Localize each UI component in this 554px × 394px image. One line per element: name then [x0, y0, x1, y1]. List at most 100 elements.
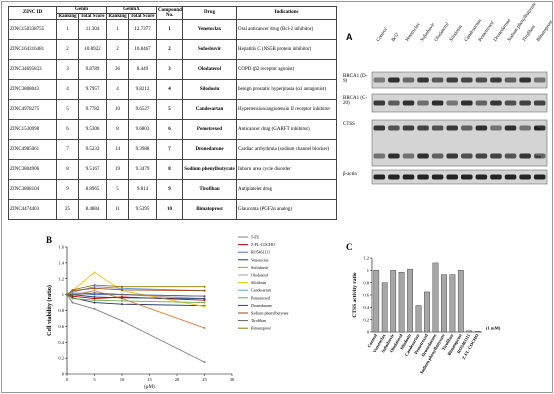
blot-band	[519, 153, 531, 159]
table-cell: 4	[106, 79, 129, 100]
table-cell: 8	[156, 159, 184, 180]
blot-strip	[371, 169, 548, 185]
table-cell: Hypertension/angiotensin II receptor inh…	[236, 99, 338, 120]
panel-label: A	[346, 32, 353, 42]
blot-band	[431, 77, 444, 83]
blot-strip	[371, 71, 548, 89]
table-cell: 9.814	[127, 179, 158, 200]
table-cell: 9.7782	[78, 99, 107, 120]
y-tick-label: 0.8	[363, 280, 369, 285]
table-cell: benign prostatic hyperplasia (α1 antagon…	[236, 79, 338, 100]
blot-band	[504, 153, 517, 159]
blot-band	[417, 174, 429, 180]
blot-band	[490, 153, 502, 159]
table-cell: 3	[156, 59, 184, 80]
point	[71, 291, 74, 294]
table-cell: 1	[56, 19, 79, 40]
y-tick-label: 0.2	[58, 356, 64, 361]
table-cell: 6	[56, 119, 79, 140]
legend-label: Pemetrexed	[251, 295, 270, 300]
blot-band	[490, 77, 502, 83]
table-row: ZINC4985061 7 9.5233 14 9.3988 7 Dronedarone Ca…	[8, 139, 338, 160]
table-cell: 11	[106, 199, 129, 220]
blot-band	[533, 77, 546, 83]
point	[203, 285, 206, 288]
y-tick-label: 1.2	[363, 256, 369, 261]
point	[71, 301, 74, 304]
table-cell: 4	[56, 79, 79, 100]
table-cell: ZINC3808043	[8, 79, 57, 100]
x-tick-label: 30	[230, 377, 235, 382]
blot-band	[519, 100, 531, 106]
legend-label: Silodosin	[251, 280, 266, 285]
table-cell: 8.8965	[78, 179, 107, 200]
point	[203, 361, 206, 364]
y-tick-label: 0.6	[58, 324, 64, 329]
blot-band	[402, 100, 415, 106]
y-tick-label: 1	[367, 268, 369, 273]
table-cell: 1	[106, 19, 129, 40]
point	[121, 296, 123, 299]
legend-label: 5-FU	[251, 235, 260, 240]
table-cell: 9.7957	[78, 79, 107, 100]
blot-band	[373, 77, 386, 83]
table-cell: COPD (β2 receptor agonist)	[236, 59, 338, 80]
blot-band	[388, 77, 400, 83]
blot-band	[504, 125, 517, 131]
table-cell: Sodium phenylbutyrate	[182, 159, 238, 180]
blot-band	[475, 100, 488, 106]
table-row: ZINC3804906 8 9.5167 19 9.3479 8 Sodium phenyl…	[8, 159, 338, 180]
blot-band	[461, 174, 473, 180]
blot-band	[475, 125, 488, 131]
blot-band	[388, 153, 400, 159]
point	[71, 288, 74, 291]
table-cell: 9	[56, 179, 79, 200]
table-cell: ZINC3804906	[8, 159, 57, 180]
y-tick-label: 1.4	[58, 260, 64, 265]
table-cell: Glaucoma (PGF2α analog)	[236, 199, 338, 220]
blot-band	[431, 153, 444, 159]
blot-band	[504, 77, 517, 83]
point	[121, 299, 123, 302]
table-cell: Cardiac arrhythmia (sodium channel block…	[236, 139, 338, 160]
subheader-cell: Ranking	[56, 12, 79, 20]
table-cell: Dronedarone	[182, 139, 238, 160]
blot-band	[431, 125, 444, 131]
blot-strip	[371, 119, 548, 167]
point	[203, 326, 206, 329]
table-cell: ZINC164316481	[8, 39, 57, 60]
table-cell: Antiplatelet drug	[236, 179, 338, 200]
row-label: β-actin	[343, 172, 357, 177]
row-label: CTSS	[343, 122, 355, 127]
blot-band	[533, 100, 546, 106]
table-cell: 2	[106, 39, 129, 60]
x-tick-label: 0	[66, 377, 69, 382]
table-cell: 25	[56, 199, 79, 220]
blot-band	[373, 125, 386, 131]
y-tick-label: 0.4	[58, 340, 64, 345]
y-tick-label: 1	[62, 292, 64, 297]
table-cell: 4	[156, 79, 184, 100]
point	[93, 296, 96, 299]
table-cell: 14	[106, 139, 129, 160]
point	[121, 287, 123, 290]
marker-label: Mat	[535, 154, 542, 159]
blot-band	[533, 174, 546, 180]
point	[93, 292, 96, 295]
table-cell: Candesartan	[182, 99, 238, 120]
x-tick-label: 25	[202, 377, 207, 382]
subheader-cell: Total Score	[78, 12, 107, 20]
point	[121, 285, 123, 288]
table-cell: Hepatitis C (NS5B protein inhibitor)	[236, 39, 338, 60]
header-cell: Drug	[182, 6, 238, 20]
table-cell: ZINC34695833	[8, 59, 57, 80]
blot-band	[519, 174, 531, 180]
blot-band	[417, 153, 429, 159]
table-row: ZINC164316481 2 10.8922 2 10.8467 2 Sofosbuvir…	[8, 39, 338, 60]
blot-band	[417, 77, 429, 83]
table-cell: 2	[156, 39, 184, 60]
bar	[441, 274, 447, 333]
blot-band	[533, 153, 546, 159]
table-cell: 9.8789	[78, 59, 107, 80]
table-cell: 1	[156, 19, 184, 40]
